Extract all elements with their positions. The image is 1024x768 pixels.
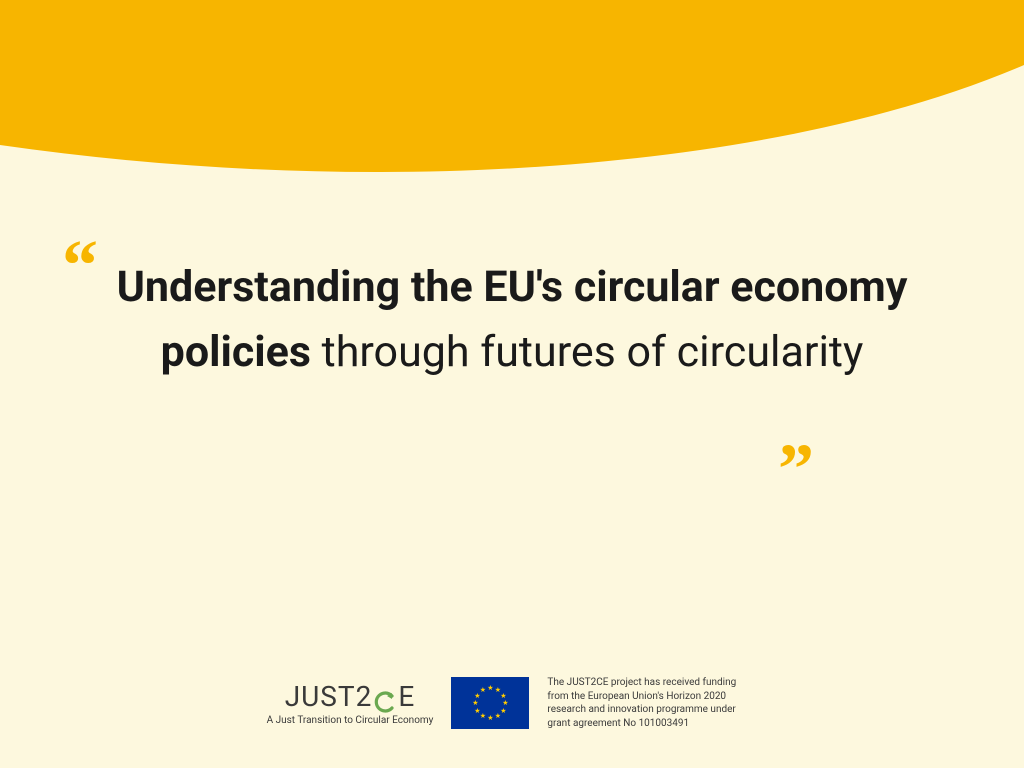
eu-stars: ★★★★★★★★★★★★ <box>470 683 510 723</box>
logo-text: JUST2 E <box>267 680 434 713</box>
eu-star-icon: ★ <box>480 712 486 720</box>
headline-rest: through futures of circularity <box>311 327 863 377</box>
footer: JUST2 E A Just Transition to Circular Ec… <box>0 676 1024 730</box>
logo-tagline: A Just Transition to Circular Economy <box>267 715 434 726</box>
eu-star-icon: ★ <box>472 699 478 707</box>
eu-star-icon: ★ <box>487 684 493 692</box>
eu-star-icon: ★ <box>500 707 506 715</box>
open-quote-icon: “ <box>62 229 98 301</box>
logo-pre: JUST2 <box>285 680 373 713</box>
eu-star-icon: ★ <box>480 686 486 694</box>
eu-flag-icon: ★★★★★★★★★★★★ <box>451 677 529 729</box>
circular-c-icon <box>374 687 396 709</box>
close-quote-icon: ” <box>778 433 814 505</box>
quote-block: “ Understanding the EU's circular econom… <box>0 255 1024 384</box>
headline-text: Understanding the EU's circular economy … <box>70 255 954 384</box>
eu-star-icon: ★ <box>495 712 501 720</box>
top-arc-decoration <box>0 0 1024 200</box>
eu-star-icon: ★ <box>487 714 493 722</box>
logo-post: E <box>398 680 415 713</box>
eu-star-icon: ★ <box>474 707 480 715</box>
just2ce-logo: JUST2 E A Just Transition to Circular Ec… <box>267 680 434 726</box>
funding-text: The JUST2CE project has received funding… <box>547 676 757 730</box>
